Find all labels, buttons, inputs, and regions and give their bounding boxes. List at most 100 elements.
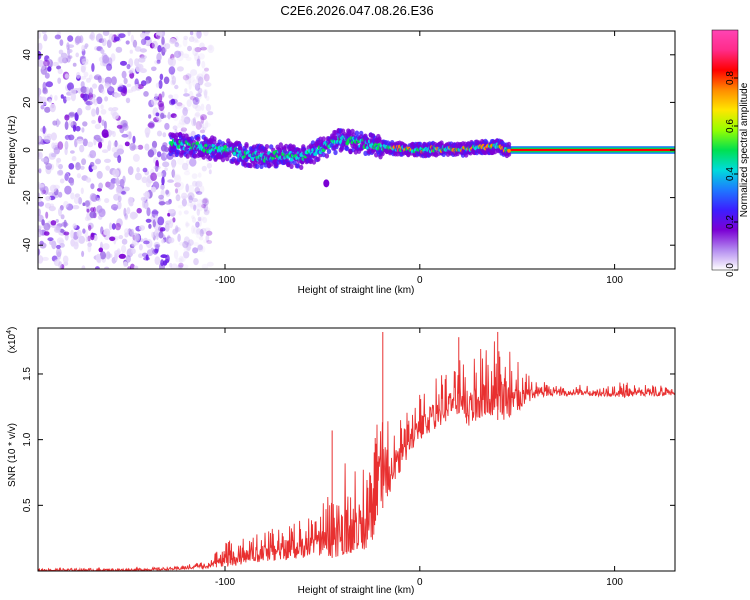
- noise-blob: [199, 216, 205, 221]
- noise-blob: [170, 113, 177, 119]
- noise-blob: [177, 157, 184, 165]
- noise-blob: [55, 219, 59, 223]
- noise-blob: [145, 218, 152, 223]
- noise-blob: [70, 150, 75, 154]
- bottom-x-axis-label: Height of straight line (km): [298, 585, 415, 596]
- noise-blob: [201, 204, 207, 209]
- ridge-blob: [244, 142, 249, 148]
- noise-blob: [100, 104, 104, 110]
- noise-blob: [196, 93, 202, 98]
- ridge-blob: [363, 150, 368, 156]
- noise-blob: [94, 45, 101, 51]
- noise-blob: [178, 262, 184, 268]
- noise-blob: [56, 120, 61, 125]
- noise-blob: [191, 217, 197, 223]
- noise-blob: [120, 60, 127, 66]
- noise-blob: [203, 88, 208, 96]
- noise-blob: [81, 44, 85, 52]
- noise-blob: [192, 47, 198, 57]
- noise-blob: [98, 182, 103, 190]
- noise-blob: [187, 45, 192, 52]
- noise-blob: [85, 177, 92, 183]
- noise-blob: [191, 173, 198, 180]
- noise-blob: [126, 207, 131, 215]
- x-tick-label: 100: [606, 577, 623, 588]
- noise-blob: [186, 99, 192, 107]
- noise-blob: [50, 132, 58, 141]
- noise-blob: [132, 153, 140, 162]
- x-tick-label: 100: [606, 275, 623, 286]
- noise-blob: [117, 86, 124, 92]
- noise-blob: [90, 207, 95, 212]
- noise-blob: [185, 183, 189, 193]
- noise-blob: [76, 229, 82, 238]
- noise-blob: [174, 84, 179, 90]
- noise-blob: [86, 77, 91, 83]
- noise-blob: [38, 255, 44, 264]
- ridge-blob: [174, 132, 180, 138]
- noise-blob: [113, 93, 122, 98]
- noise-blob: [187, 192, 195, 201]
- noise-blob: [155, 244, 160, 252]
- noise-blob: [173, 173, 181, 181]
- noise-blob: [79, 165, 85, 170]
- noise-blob: [56, 251, 62, 260]
- y-tick-label: 40: [22, 49, 33, 61]
- noise-blob: [152, 219, 156, 228]
- noise-blob: [187, 202, 191, 207]
- noise-blob: [75, 125, 81, 132]
- noise-blob: [172, 125, 178, 130]
- noise-blob: [70, 238, 75, 247]
- noise-blob: [38, 181, 41, 190]
- noise-blob: [78, 235, 86, 244]
- ridge-blob: [255, 163, 260, 169]
- noise-blob: [117, 121, 122, 126]
- noise-blob: [191, 118, 197, 127]
- noise-blob: [176, 181, 185, 191]
- noise-blob: [188, 90, 194, 100]
- noise-blob: [137, 84, 144, 90]
- ridge-blob: [308, 158, 313, 165]
- noise-blob: [194, 112, 201, 117]
- noise-blob: [156, 52, 162, 62]
- noise-blob: [41, 256, 49, 261]
- ridge-blob: [225, 156, 230, 162]
- noise-blob: [174, 50, 182, 58]
- noise-blob: [174, 188, 179, 194]
- noise-blob: [69, 88, 77, 96]
- noise-blob: [60, 94, 64, 99]
- colorbar-label: Normalized spectral amplitude: [739, 82, 750, 217]
- top-y-ticks: -40 -20 0 20 40: [22, 49, 675, 252]
- noise-blob: [91, 119, 96, 124]
- noise-blob: [130, 34, 135, 43]
- noise-blob: [170, 98, 176, 105]
- noise-blob: [90, 183, 95, 190]
- noise-blob: [195, 191, 203, 195]
- noise-blob: [67, 112, 75, 118]
- noise-blob: [39, 240, 44, 246]
- noise-blob: [50, 220, 57, 226]
- noise-blob: [64, 73, 70, 79]
- noise-blob: [201, 263, 209, 269]
- noise-blob: [157, 216, 165, 226]
- noise-blob: [58, 56, 66, 64]
- noise-blob: [208, 169, 212, 175]
- bottom-y-ticks: 0.5 1.0 1.5: [22, 367, 675, 512]
- noise-blob: [175, 194, 181, 202]
- ridge-blob: [339, 146, 345, 152]
- noise-blob: [116, 124, 123, 129]
- noise-blob: [184, 88, 188, 94]
- noise-blob: [57, 56, 64, 64]
- noise-blob: [142, 252, 148, 257]
- noise-blob: [143, 200, 149, 210]
- noise-blob: [181, 113, 188, 120]
- noise-blob: [87, 141, 94, 148]
- noise-blob: [204, 227, 211, 232]
- noise-blob: [180, 256, 186, 262]
- noise-blob: [207, 111, 214, 116]
- noise-blob: [182, 38, 188, 47]
- noise-blob: [114, 250, 121, 256]
- noise-blob: [195, 221, 200, 228]
- noise-blob: [58, 261, 63, 269]
- ridge-blob: [321, 136, 326, 142]
